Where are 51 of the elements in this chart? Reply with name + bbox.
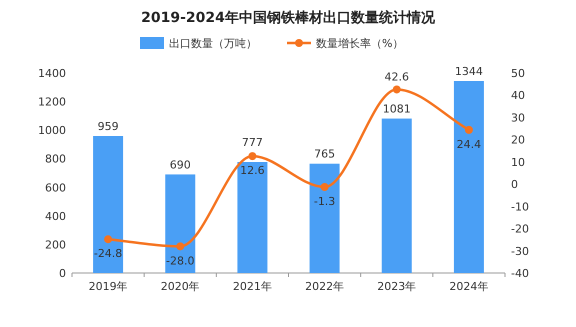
y2-tick-label: -20	[511, 222, 529, 236]
point	[104, 235, 112, 244]
bar	[237, 162, 268, 273]
y2-tick-label: -40	[511, 267, 529, 280]
data-label: 777	[242, 136, 263, 150]
y2-tick-label: 0	[511, 178, 518, 192]
data-label: -28.0	[166, 254, 194, 268]
y2-tick-label: -30	[511, 244, 529, 258]
x-tick-label: 2023年	[377, 280, 416, 293]
legend-label: 出口数量（万吨）	[169, 37, 257, 50]
bar	[165, 174, 196, 273]
point	[392, 85, 401, 94]
x-tick-label: 2020年	[160, 280, 200, 293]
y-tick-label: 1000	[38, 124, 66, 138]
data-label: 12.6	[240, 164, 265, 178]
y-tick-label: 200	[45, 238, 66, 252]
y2-tick-label: 10	[511, 156, 525, 169]
data-label: 42.6	[384, 70, 409, 84]
chart-title: 2019-2024年中国钢铁棒材出口数量统计情况	[141, 9, 436, 26]
legend-label: 数量增长率（%）	[316, 37, 404, 50]
point	[176, 242, 184, 250]
x-tick-label: 2022年	[305, 280, 344, 293]
y2-tick-label: 40	[511, 89, 525, 102]
data-label: 959	[98, 120, 119, 133]
y-tick-label: 1400	[38, 67, 66, 80]
y-tick-label: 800	[45, 152, 66, 166]
point	[248, 152, 256, 160]
data-label: 24.4	[456, 138, 482, 151]
bar	[93, 136, 124, 273]
data-label: 1344	[454, 65, 483, 78]
x-tick-label: 2024年	[449, 280, 488, 293]
point	[464, 126, 473, 134]
y2-tick-label: 20	[511, 134, 525, 147]
bar	[310, 164, 340, 273]
y-tick-label: 400	[45, 210, 66, 223]
bar	[454, 81, 484, 273]
y2-tick-label: 50	[511, 67, 525, 80]
y2-tick-label: 30	[511, 111, 525, 124]
y-tick-label: 600	[45, 181, 66, 194]
data-label: 1081	[382, 102, 411, 116]
bar	[382, 118, 412, 273]
data-label: 690	[170, 158, 191, 172]
data-label: -24.8	[94, 247, 122, 260]
y2-tick-label: -10	[511, 200, 529, 214]
y-tick-label: 0	[59, 267, 66, 280]
y-tick-label: 1200	[38, 96, 66, 109]
data-label: 765	[314, 148, 336, 161]
data-label: -1.3	[314, 195, 336, 208]
x-tick-label: 2021年	[232, 280, 272, 293]
point	[320, 183, 329, 191]
x-tick-label: 2019年	[88, 280, 128, 293]
